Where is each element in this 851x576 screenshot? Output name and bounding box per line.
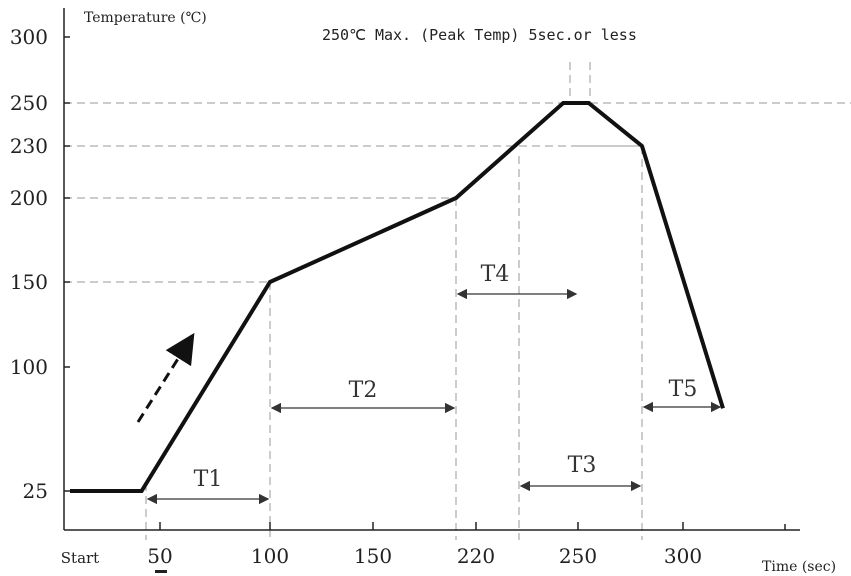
x-tick-label-150: 150 — [354, 544, 392, 568]
ramp-direction-arrow — [136, 332, 195, 423]
y-tick-label-200: 200 — [10, 186, 48, 210]
interval-label-t2: T2 — [349, 378, 378, 403]
y-tick-label-100: 100 — [10, 355, 48, 379]
profile-line — [70, 101, 725, 493]
interval-label-t3: T3 — [568, 453, 597, 478]
interval-label-t1: T1 — [194, 467, 223, 492]
x-tick-label-Start: Start — [61, 549, 99, 567]
interval-markers: T1 T2 T3 T4 T5 — [146, 262, 722, 505]
y-tick-label-250: 250 — [10, 91, 48, 115]
y-tick-label-300: 300 — [10, 25, 48, 49]
grid-lines — [64, 62, 851, 540]
y-tick-label-150: 150 — [10, 270, 48, 294]
x-tick-label-50: 50 — [147, 544, 172, 568]
start-underline-mark — [155, 570, 167, 573]
interval-label-t5: T5 — [669, 377, 698, 402]
x-tick-label-100: 100 — [251, 544, 289, 568]
interval-label-t4: T4 — [481, 262, 510, 287]
y-tick-label-230: 230 — [10, 134, 48, 158]
axes: 25 100 150 200 230 250 300 Start 50 100 150 220 250 3… — [10, 8, 800, 573]
chart-labels: Temperature (℃) 250℃ Max. (Peak Temp) 5s… — [84, 10, 836, 575]
y-axis-title: Temperature (℃) — [84, 10, 207, 26]
x-tick-label-250: 250 — [559, 544, 597, 568]
x-tick-label-300: 300 — [664, 544, 702, 568]
chart-title: 250℃ Max. (Peak Temp) 5sec.or less — [322, 26, 637, 44]
profile-line-group — [70, 101, 725, 493]
x-tick-label-220: 220 — [457, 544, 495, 568]
y-tick-label-25: 25 — [23, 479, 48, 503]
x-axis-title: Time (sec) — [762, 559, 836, 575]
